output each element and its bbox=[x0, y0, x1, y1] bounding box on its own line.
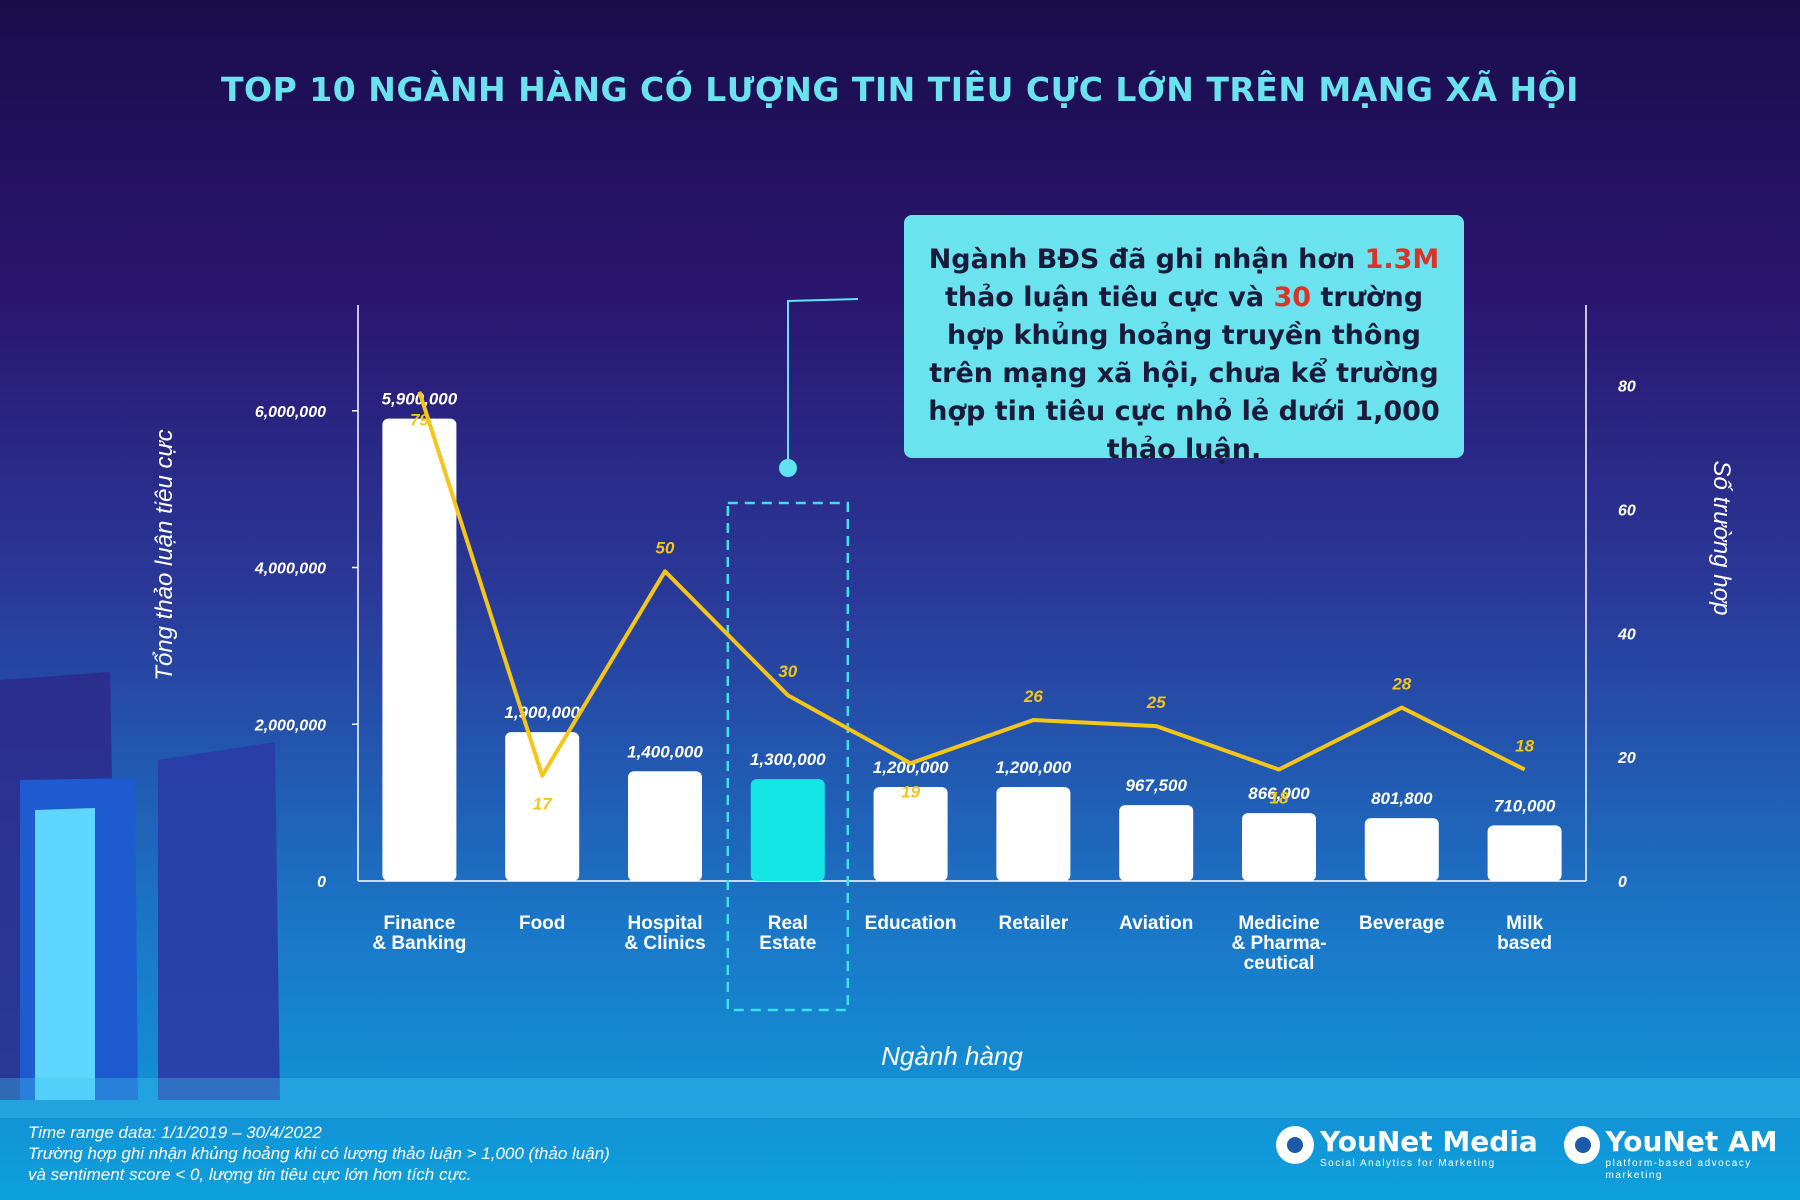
category-label: Education bbox=[865, 913, 957, 934]
y-tick-label-left: 6,000,000 bbox=[255, 404, 326, 421]
callout-text-1: Ngành BĐS đã ghi nhận hơn bbox=[928, 244, 1365, 275]
line-value-label: 18 bbox=[1515, 737, 1534, 756]
category-label: Retailer bbox=[999, 913, 1069, 934]
bar bbox=[505, 732, 580, 881]
y-tick-label-left: 4,000,000 bbox=[254, 561, 326, 578]
bar-value-label: 967,500 bbox=[1125, 776, 1187, 795]
callout-text-2: thảo luận tiêu cực và bbox=[944, 282, 1274, 313]
bar-value-label: 801,800 bbox=[1371, 789, 1433, 808]
y-tick-label-right: 60 bbox=[1618, 502, 1636, 519]
younet-am-logo-tagline: platform-based advocacy marketing bbox=[1605, 1158, 1752, 1181]
younet-media-logo-icon bbox=[1276, 1126, 1314, 1164]
x-axis-title: Ngành hàng bbox=[881, 1041, 1023, 1071]
category-label: Finance bbox=[383, 913, 455, 934]
bar-value-label: 5,900,000 bbox=[382, 390, 458, 409]
chart-title: TOP 10 NGÀNH HÀNG CÓ LƯỢNG TIN TIÊU CỰC … bbox=[221, 70, 1579, 109]
y-tick-label-left: 2,000,000 bbox=[254, 717, 326, 734]
callout-text-3: trường hợp khủng hoảng truyền thông trên… bbox=[928, 282, 1440, 465]
bar bbox=[1119, 805, 1194, 881]
callout-connector-dot bbox=[779, 459, 797, 477]
bar-value-label: 1,300,000 bbox=[750, 750, 826, 769]
category-label: Beverage bbox=[1359, 913, 1445, 934]
bar bbox=[750, 779, 825, 881]
line-value-label: 19 bbox=[901, 782, 920, 801]
footnote-line-1: Time range data: 1/1/2019 – 30/4/2022 bbox=[28, 1123, 322, 1142]
bar-value-label: 1,200,000 bbox=[996, 758, 1072, 777]
callout-highlight-discussions: 1.3M bbox=[1364, 244, 1440, 275]
younet-media-logo-name: YouNet Media bbox=[1320, 1125, 1538, 1158]
category-label: Hospital bbox=[628, 913, 703, 934]
bar bbox=[628, 771, 702, 881]
younet-am-logo: YouNet AM platform-based advocacy market… bbox=[1564, 1125, 1800, 1181]
line-value-label: 28 bbox=[1391, 675, 1411, 694]
category-label: Food bbox=[519, 913, 565, 934]
bar-value-label: 1,400,000 bbox=[627, 742, 703, 761]
y-tick-label-right: 0 bbox=[1618, 874, 1627, 891]
y-tick-label-right: 40 bbox=[1617, 626, 1636, 643]
category-label: Aviation bbox=[1119, 913, 1193, 934]
category-label: Milk bbox=[1506, 913, 1543, 934]
line-value-label: 18 bbox=[1270, 789, 1289, 808]
bar-value-label: 1,900,000 bbox=[504, 703, 580, 722]
bar-value-label: 710,000 bbox=[1494, 796, 1556, 815]
younet-am-logo-icon bbox=[1564, 1126, 1600, 1164]
highlight-box-real-estate bbox=[726, 501, 850, 1012]
category-label: Medicine bbox=[1238, 913, 1319, 934]
category-label: Estate bbox=[759, 933, 816, 954]
line-value-label: 79 bbox=[410, 411, 429, 430]
footnote-line-2: Trường hợp ghi nhận khủng hoảng khi có l… bbox=[28, 1144, 610, 1163]
category-label: based bbox=[1497, 933, 1552, 954]
line-value-label: 25 bbox=[1146, 693, 1166, 712]
category-label: & Pharma- bbox=[1231, 933, 1326, 954]
bar bbox=[1242, 813, 1316, 881]
bar bbox=[382, 418, 457, 881]
younet-am-logo-name: YouNet AM bbox=[1605, 1125, 1778, 1158]
city-skyline-decoration bbox=[0, 672, 1800, 1118]
y-tick-label-left: 0 bbox=[317, 874, 326, 891]
bar bbox=[996, 786, 1071, 881]
y-axis-title-right: Số trường hợp bbox=[1708, 461, 1735, 616]
callout-box: Ngành BĐS đã ghi nhận hơn 1.3M thảo luận… bbox=[904, 215, 1464, 465]
bar bbox=[873, 786, 948, 881]
line-value-label: 50 bbox=[656, 538, 675, 557]
y-tick-label-right: 20 bbox=[1617, 750, 1636, 767]
category-label: & Banking bbox=[372, 933, 466, 954]
category-label: ceutical bbox=[1244, 953, 1315, 974]
line-value-label: 30 bbox=[778, 662, 797, 681]
bar bbox=[1487, 825, 1562, 881]
footnote: Time range data: 1/1/2019 – 30/4/2022 Tr… bbox=[28, 1122, 928, 1185]
line-value-label: 26 bbox=[1023, 687, 1043, 706]
younet-media-logo-tagline: Social Analytics for Marketing bbox=[1320, 1158, 1496, 1169]
younet-media-logo: YouNet Media Social Analytics for Market… bbox=[1276, 1126, 1538, 1174]
bar-value-label: 866,000 bbox=[1248, 784, 1310, 803]
bar bbox=[1364, 818, 1439, 881]
callout-highlight-cases: 30 bbox=[1273, 282, 1312, 313]
category-label: & Clinics bbox=[624, 933, 705, 954]
category-label: Real bbox=[768, 913, 808, 934]
bar-value-label: 1,200,000 bbox=[873, 758, 949, 777]
line-value-label: 17 bbox=[533, 795, 553, 814]
callout-connector bbox=[787, 298, 859, 467]
series-line-cases bbox=[417, 391, 1526, 778]
y-axis-title-left: Tổng thảo luận tiêu cực bbox=[151, 429, 178, 680]
footnote-line-3: và sentiment score < 0, lượng tin tiêu c… bbox=[28, 1165, 472, 1184]
y-tick-label-right: 80 bbox=[1618, 379, 1636, 396]
